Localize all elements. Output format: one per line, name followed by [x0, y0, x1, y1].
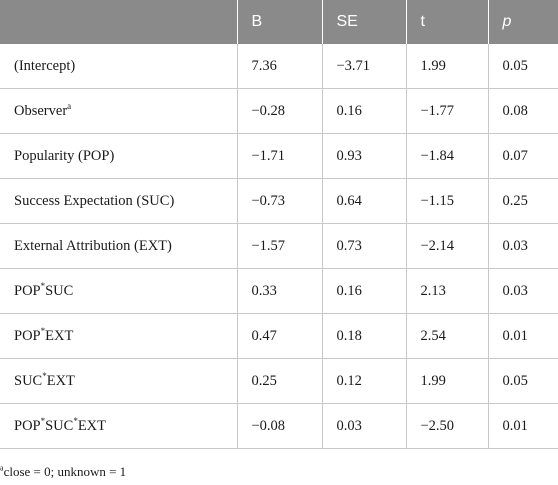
cell-se: 0.18	[322, 313, 407, 359]
cell-se: 0.16	[322, 268, 407, 314]
cell-t: 2.54	[406, 313, 489, 359]
header-row: B SE t p	[0, 0, 558, 44]
cell-t: −1.15	[406, 178, 489, 224]
table-row: Success Expectation (SUC) −0.73 0.64 −1.15 0…	[0, 178, 558, 224]
interaction-asterisk: *	[40, 415, 46, 426]
header-b: B	[237, 0, 323, 44]
header-predictor	[0, 0, 238, 44]
cell-p: 0.07	[488, 133, 558, 179]
cell-se: 0.64	[322, 178, 407, 224]
row-label: (Intercept)	[0, 44, 238, 89]
row-label: Observera	[0, 88, 238, 134]
cell-b: −0.73	[237, 178, 323, 224]
cell-se: 0.93	[322, 133, 407, 179]
row-label: Success Expectation (SUC)	[0, 178, 238, 224]
cell-se: 0.73	[322, 223, 407, 269]
table-footnote: aclose = 0; unknown = 1	[0, 464, 126, 480]
row-label: POP*SUC	[0, 268, 238, 314]
table-row: Observera −0.28 0.16 −1.77 0.08	[0, 88, 558, 134]
table-body: (Intercept) 7.36 −3.71 1.99 0.05 Observera −0.…	[0, 44, 558, 449]
row-label-text: Popularity (POP)	[14, 147, 115, 164]
table-row: POP*EXT 0.47 0.18 2.54 0.01	[0, 313, 558, 359]
cell-p: 0.03	[488, 223, 558, 269]
row-label: External Attribution (EXT)	[0, 223, 238, 269]
row-label: Popularity (POP)	[0, 133, 238, 179]
cell-b: 0.25	[237, 358, 323, 404]
row-label: SUC*EXT	[0, 358, 238, 404]
interaction-term: SUC	[45, 282, 74, 299]
interaction-term: EXT	[77, 417, 107, 434]
row-label-text: (Intercept)	[14, 57, 76, 74]
footnote-text: close = 0; unknown = 1	[3, 464, 127, 479]
cell-b: 0.47	[237, 313, 323, 359]
cell-p: 0.05	[488, 358, 558, 404]
cell-b: 0.33	[237, 268, 323, 314]
regression-table: B SE t p (Intercept) 7.36 −3.71 1.99 0.05 Obs…	[0, 0, 558, 449]
interaction-asterisk: *	[73, 415, 78, 426]
cell-b: −1.71	[237, 133, 323, 179]
row-label-text: External Attribution (EXT)	[14, 237, 172, 254]
footnote-ref: a	[67, 100, 72, 111]
cell-se: 0.03	[322, 403, 407, 449]
cell-p: 0.03	[488, 268, 558, 314]
interaction-term: POP	[14, 327, 41, 344]
footnote-marker: a	[0, 463, 4, 473]
cell-b: 7.36	[237, 44, 323, 89]
cell-b: −0.08	[237, 403, 323, 449]
row-label-text: Success Expectation (SUC)	[14, 192, 175, 209]
table-row: POP*SUC*EXT −0.08 0.03 −2.50 0.01	[0, 403, 558, 449]
cell-p: 0.01	[488, 403, 558, 449]
row-label-text: Observer	[14, 102, 68, 119]
interaction-term: EXT	[46, 372, 75, 389]
table-row: POP*SUC 0.33 0.16 2.13 0.03	[0, 268, 558, 314]
cell-p: 0.08	[488, 88, 558, 134]
cell-b: −1.57	[237, 223, 323, 269]
cell-t: −2.50	[406, 403, 489, 449]
cell-b: −0.28	[237, 88, 323, 134]
interaction-term: POP	[14, 417, 41, 434]
cell-se: 0.12	[322, 358, 407, 404]
cell-t: 2.13	[406, 268, 489, 314]
interaction-term: POP	[14, 282, 41, 299]
header-t: t	[406, 0, 489, 44]
header-se: SE	[322, 0, 407, 44]
table-row: External Attribution (EXT) −1.57 0.73 −2.14…	[0, 223, 558, 269]
cell-p: 0.05	[488, 44, 558, 89]
table-row: (Intercept) 7.36 −3.71 1.99 0.05	[0, 44, 558, 89]
header-p: p	[488, 0, 558, 44]
cell-t: 1.99	[406, 358, 489, 404]
cell-t: −1.77	[406, 88, 489, 134]
table-row: Popularity (POP) −1.71 0.93 −1.84 0.07	[0, 133, 558, 179]
cell-t: −1.84	[406, 133, 489, 179]
table-row: SUC*EXT 0.25 0.12 1.99 0.05	[0, 358, 558, 404]
row-label: POP*SUC*EXT	[0, 403, 238, 449]
cell-p: 0.25	[488, 178, 558, 224]
interaction-asterisk: *	[40, 325, 46, 336]
cell-p: 0.01	[488, 313, 558, 359]
cell-se: 0.16	[322, 88, 407, 134]
interaction-asterisk: *	[42, 370, 47, 381]
interaction-term: SUC	[45, 417, 74, 434]
interaction-asterisk: *	[40, 280, 46, 291]
interaction-term: EXT	[45, 327, 74, 344]
cell-t: −2.14	[406, 223, 489, 269]
row-label: POP*EXT	[0, 313, 238, 359]
cell-se: −3.71	[322, 44, 407, 89]
table-header: B SE t p	[0, 0, 558, 44]
cell-t: 1.99	[406, 44, 489, 89]
interaction-term: SUC	[14, 372, 43, 389]
